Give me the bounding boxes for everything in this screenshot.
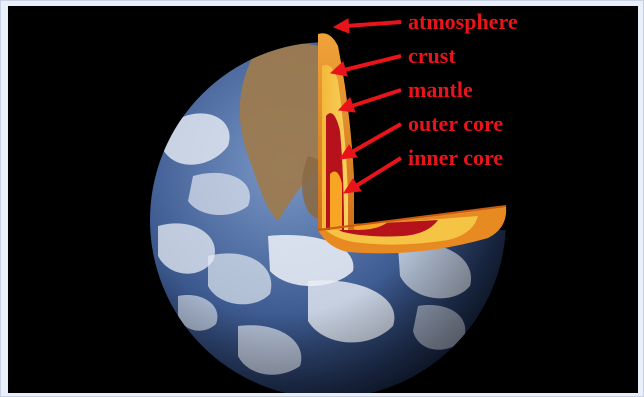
label-mantle: mantle [408,77,473,102]
arrow-inner-core [343,156,403,194]
arrow-atmosphere [332,18,402,34]
label-inner-core: inner core [408,145,503,170]
earth-cutaway-diagram: atmosphere crust mantle outer core inner… [150,9,518,393]
arrow-mantle [337,88,402,113]
label-crust: crust [408,43,456,68]
label-atmosphere: atmosphere [408,9,518,34]
label-outer-core: outer core [408,111,503,136]
label-arrows [329,18,403,194]
inner-core-vertical [330,171,342,230]
arrow-outer-core [339,122,402,160]
layer-labels: atmosphere crust mantle outer core inner… [408,9,518,170]
diagram-panel: atmosphere crust mantle outer core inner… [8,6,638,393]
outer-core-horizontal [330,220,438,237]
arrow-crust [329,54,402,77]
